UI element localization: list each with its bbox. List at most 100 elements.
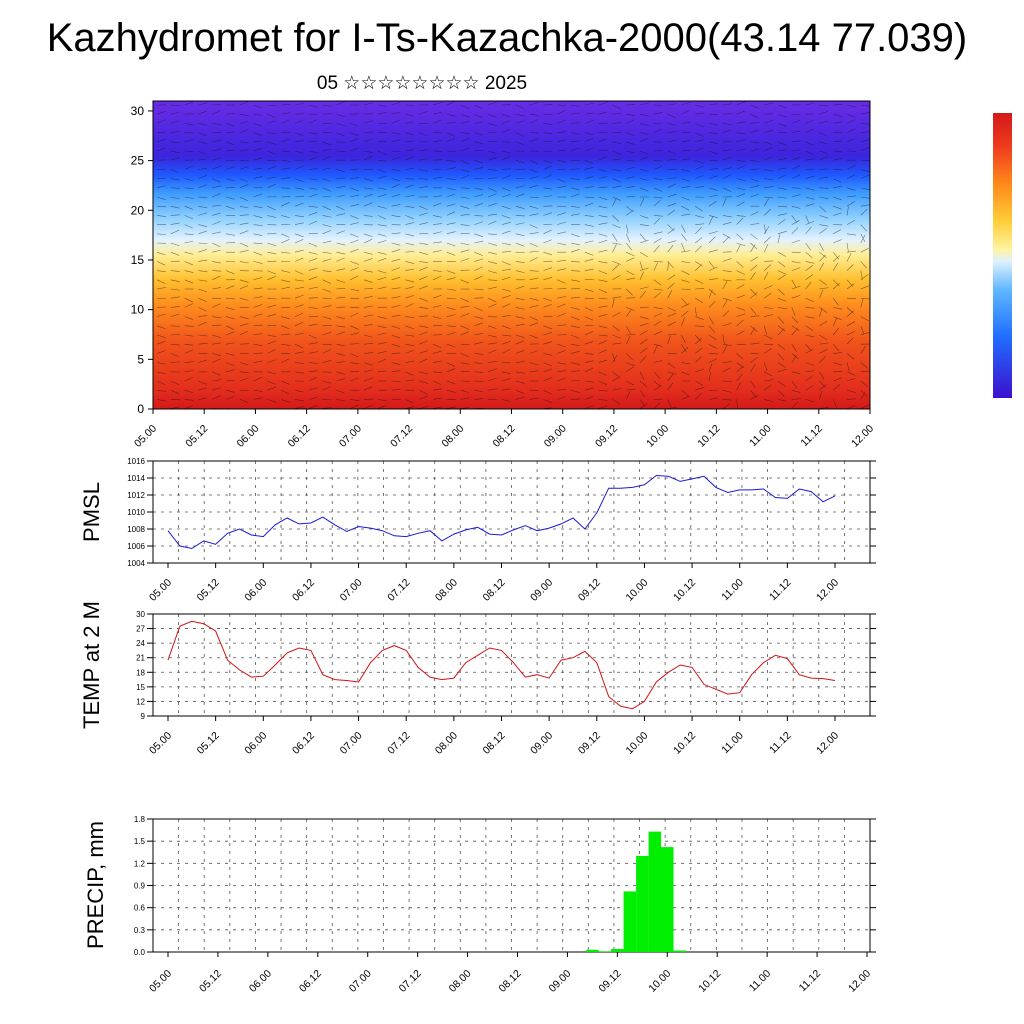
wind-barb <box>805 141 815 146</box>
wind-barb <box>750 342 760 345</box>
wind-barb <box>736 319 744 327</box>
wind-barb <box>819 150 829 154</box>
wind-barb <box>736 233 744 241</box>
y-tick-label: 18 <box>136 668 145 677</box>
wind-barb <box>722 279 732 282</box>
wind-barb <box>419 331 428 336</box>
wind-barb <box>736 101 746 106</box>
wind-barb <box>791 227 799 235</box>
wind-barb <box>819 289 824 299</box>
wind-barb <box>363 342 373 345</box>
wind-barb <box>294 332 304 336</box>
wind-barb <box>322 316 332 320</box>
wind-barb <box>653 262 659 271</box>
wind-barb <box>446 121 456 124</box>
wind-barb <box>543 303 552 308</box>
wind-barb <box>446 178 456 180</box>
wind-barb <box>350 343 360 345</box>
wind-barb <box>184 389 194 394</box>
wind-barb <box>170 270 180 272</box>
wind-barb <box>667 177 677 179</box>
wind-barb <box>281 399 290 403</box>
wind-barb <box>846 201 855 207</box>
wind-barb <box>322 104 332 107</box>
wind-barb <box>667 240 677 244</box>
wind-barb <box>239 330 249 336</box>
wind-barb <box>570 270 580 272</box>
wind-barb <box>722 123 732 125</box>
x-tick-label: 10.00 <box>623 730 650 757</box>
wind-barb <box>708 113 718 116</box>
wind-barb <box>474 362 484 365</box>
wind-barb <box>281 138 290 143</box>
wind-barb <box>764 379 774 382</box>
wind-barb <box>598 314 608 317</box>
wind-barb <box>584 353 594 355</box>
wind-barb <box>363 194 373 198</box>
wind-barb <box>281 316 290 320</box>
wind-barb <box>777 325 786 332</box>
wind-barb <box>350 332 359 336</box>
wind-barb <box>281 159 291 162</box>
wind-barb <box>377 316 387 319</box>
wind-barb <box>805 242 812 251</box>
x-tick-label: 12.00 <box>814 730 841 757</box>
x-tick-label: 08.12 <box>491 423 518 450</box>
wind-barb <box>681 389 689 397</box>
y-tick-label: 12 <box>136 697 145 706</box>
wind-barb <box>695 175 704 179</box>
wind-barb <box>819 196 829 200</box>
wind-barb <box>695 223 705 225</box>
wind-barb <box>695 186 705 189</box>
wind-barb <box>833 362 842 366</box>
wind-barb <box>819 380 826 388</box>
wind-barb <box>501 276 511 281</box>
wind-barb <box>708 343 718 349</box>
wind-barb <box>405 140 415 143</box>
x-tick-label: 09.00 <box>528 730 555 757</box>
wind-barb <box>239 159 249 162</box>
wind-barb <box>557 377 566 382</box>
wind-barb <box>294 187 304 190</box>
wind-barb <box>267 166 276 170</box>
wind-barb <box>267 380 276 385</box>
wind-barb <box>198 205 208 209</box>
wind-barb <box>184 325 194 327</box>
x-tick-label: 08.00 <box>433 730 460 757</box>
wind-barb <box>198 270 208 273</box>
wind-barb <box>391 389 401 391</box>
wind-barb <box>694 392 702 400</box>
wind-barb <box>322 305 332 308</box>
wind-barb <box>267 334 277 337</box>
wind-barb <box>791 344 797 352</box>
wind-barb <box>350 132 359 136</box>
wind-barb <box>791 205 801 209</box>
wind-barb <box>156 399 166 402</box>
wind-barb <box>212 123 222 125</box>
wind-barb <box>833 352 843 354</box>
wind-barb <box>281 343 291 346</box>
wind-barb <box>791 194 801 198</box>
wind-barb <box>308 267 318 271</box>
wind-barb <box>722 334 725 344</box>
wind-barb <box>598 196 608 200</box>
wind-barb <box>336 371 346 375</box>
wind-barb <box>225 178 235 182</box>
wind-barb <box>791 165 801 170</box>
wind-barb <box>736 270 745 275</box>
wind-barb <box>708 316 714 325</box>
wind-barb <box>253 242 263 244</box>
wind-barb <box>639 198 645 207</box>
wind-barb <box>681 205 690 211</box>
wind-barb <box>708 150 718 155</box>
wind-barb <box>336 123 346 127</box>
wind-barb <box>819 262 825 271</box>
wind-barb <box>419 110 428 115</box>
wind-barb <box>488 303 497 308</box>
wind-barb <box>156 287 166 290</box>
wind-barb <box>612 312 621 317</box>
wind-barb <box>391 194 401 198</box>
wind-barb <box>846 307 854 314</box>
wind-barb <box>336 389 345 394</box>
wind-barb <box>515 270 525 274</box>
